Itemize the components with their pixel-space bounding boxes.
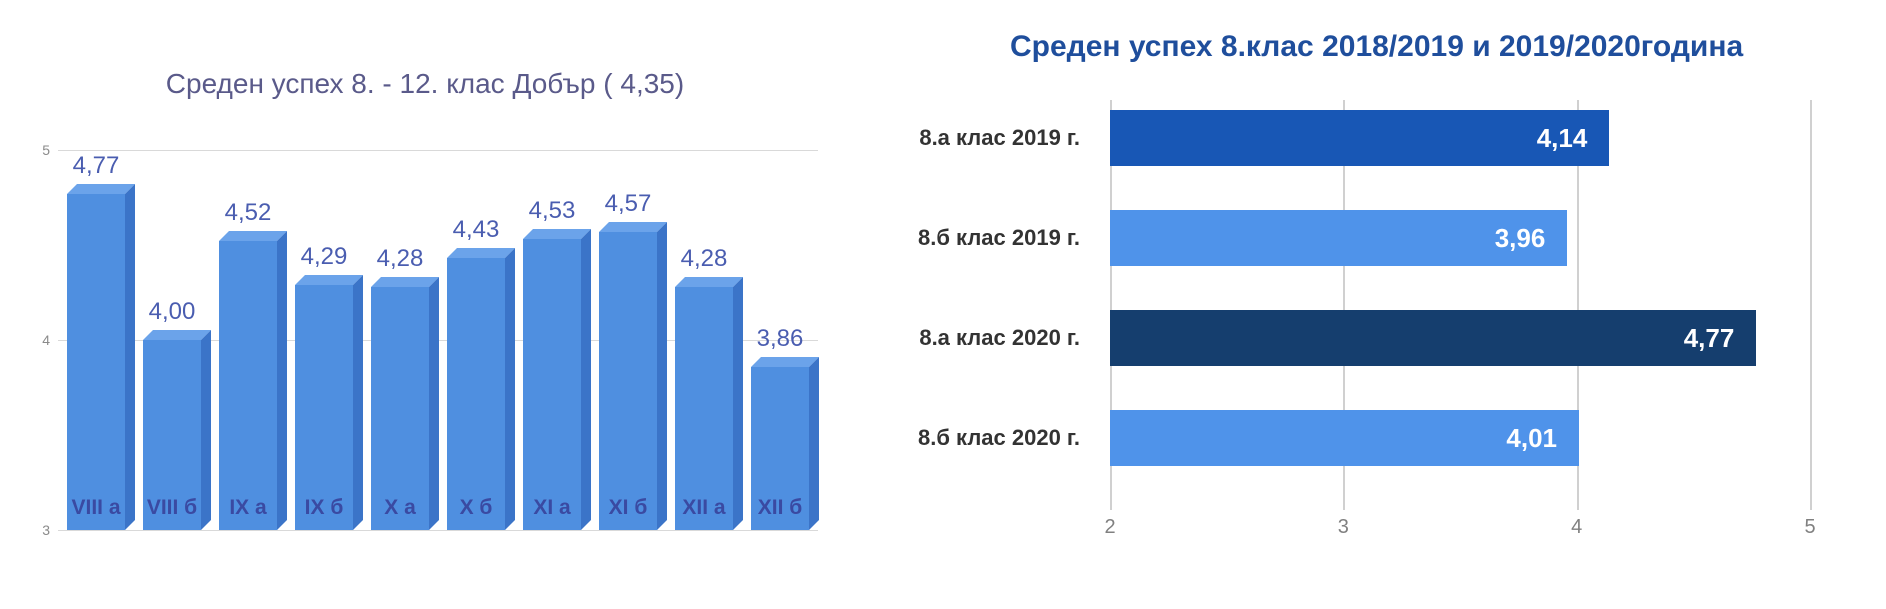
left-chart-gridline [58,530,818,531]
left-chart-category-label: VIII а [71,496,120,520]
right-chart-bar: 4,77 [1110,310,1756,366]
left-chart-value-label: 4,52 [225,199,272,227]
left-chart-category-label: XI б [609,496,648,520]
left-chart-category-label: IX а [229,496,266,520]
left-chart-value-label: 4,77 [73,152,120,180]
left-chart-value-label: 4,43 [453,216,500,244]
left-chart-category-label: X б [460,496,493,520]
right-chart-xtick: 3 [1338,516,1349,539]
left-chart-value-label: 4,53 [529,197,576,225]
left-chart-bar: 4,57 XI б [590,150,666,530]
right-chart-category-label: 8.б клас 2020 г. [918,425,1080,451]
left-chart-bars: 4,77 VIII а 4,00 VIII б 4,52 IX а 4,29 IX б 4,28… [58,150,818,530]
left-chart-ytick: 3 [30,522,50,538]
right-chart-row: 8.б клас 2019 г.3,96 [1110,210,1567,266]
right-chart-row: 8.а клас 2020 г.4,77 [1110,310,1756,366]
right-chart-panel: Среден успех 8.клас 2018/2019 и 2019/202… [850,0,1886,609]
left-chart-category-label: XII б [758,496,802,520]
left-chart-value-label: 4,29 [301,243,348,271]
left-chart-bar: 4,77 VIII а [58,150,134,530]
left-chart-value-label: 4,57 [605,190,652,218]
left-chart-ytick: 4 [30,332,50,348]
right-chart-category-label: 8.а клас 2019 г. [919,125,1080,151]
right-chart-plot: 23458.а клас 2019 г.4,148.б клас 2019 г.… [1110,100,1810,500]
right-chart-bar: 4,01 [1110,410,1579,466]
left-chart-category-label: XI а [533,496,570,520]
right-chart-category-label: 8.а клас 2020 г. [919,325,1080,351]
left-chart-value-label: 4,00 [149,298,196,326]
left-chart-ytick: 5 [30,142,50,158]
right-chart-value-label: 3,96 [1495,223,1546,254]
left-chart-bar: 4,28 XII а [666,150,742,530]
left-chart-bar: 4,00 VIII б [134,150,210,530]
right-chart-value-label: 4,14 [1537,123,1588,154]
right-chart-category-label: 8.б клас 2019 г. [918,225,1080,251]
right-chart-gridline [1810,100,1812,510]
left-chart-bar: 4,52 IX а [210,150,286,530]
left-chart-bar: 3,86 XII б [742,150,818,530]
right-chart-row: 8.а клас 2019 г.4,14 [1110,110,1609,166]
right-chart-row: 8.б клас 2020 г.4,01 [1110,410,1579,466]
right-chart-xtick: 5 [1804,516,1815,539]
left-chart-category-label: IX б [305,496,344,520]
left-chart-bar: 4,53 XI а [514,150,590,530]
right-chart-title: Среден успех 8.клас 2018/2019 и 2019/202… [1010,30,1743,64]
left-chart-category-label: XII а [682,496,725,520]
left-chart-plot: 3454,77VIII а4,00VIII б4,52IX а4,29IX б4… [58,150,818,530]
right-chart-value-label: 4,01 [1506,423,1557,454]
left-chart-title: Среден успех 8. - 12. клас Добър ( 4,35) [0,68,850,100]
left-chart-category-label: X а [384,496,416,520]
left-chart-panel: Среден успех 8. - 12. клас Добър ( 4,35)… [0,0,850,609]
left-chart-value-label: 4,28 [377,245,424,273]
right-chart-xtick: 2 [1104,516,1115,539]
right-chart-xtick: 4 [1571,516,1582,539]
right-chart-value-label: 4,77 [1684,323,1735,354]
left-chart-category-label: VIII б [147,496,197,520]
left-chart-bar: 4,43 X б [438,150,514,530]
right-chart-bar: 4,14 [1110,110,1609,166]
left-chart-bar: 4,29 IX б [286,150,362,530]
left-chart-value-label: 4,28 [681,245,728,273]
right-chart-bar: 3,96 [1110,210,1567,266]
left-chart-bar: 4,28 X а [362,150,438,530]
left-chart-value-label: 3,86 [757,325,804,353]
